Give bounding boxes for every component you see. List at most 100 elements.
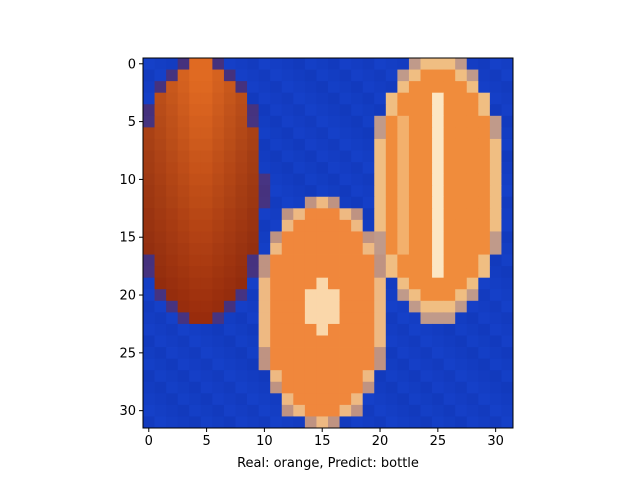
image-pixel <box>339 115 352 128</box>
image-pixel <box>408 335 421 348</box>
image-pixel <box>177 162 190 175</box>
image-pixel <box>397 381 410 394</box>
image-pixel <box>328 243 340 255</box>
x-tick-label: 15 <box>314 434 331 449</box>
image-pixel <box>189 289 202 302</box>
image-pixel <box>212 335 225 348</box>
image-pixel <box>432 381 445 394</box>
image-pixel <box>362 81 375 94</box>
image-pixel <box>362 347 375 360</box>
image-pixel <box>212 347 225 360</box>
image-pixel <box>408 173 421 186</box>
image-pixel <box>200 185 213 198</box>
image-pixel <box>432 138 445 151</box>
image-pixel <box>397 219 410 232</box>
image-pixel <box>432 289 445 302</box>
image-pixel <box>339 266 352 279</box>
image-pixel <box>154 381 167 394</box>
image-pixel <box>154 196 167 209</box>
image-pixel <box>189 196 202 209</box>
image-pixel <box>466 254 479 267</box>
image-pixel <box>247 254 260 267</box>
image-pixel <box>316 416 329 429</box>
image-pixel <box>351 150 364 163</box>
image-pixel <box>397 115 410 128</box>
image-pixel <box>443 58 456 70</box>
image-pixel <box>408 58 421 70</box>
image-pixel <box>489 104 502 117</box>
x-tick-label: 30 <box>487 434 504 449</box>
image-pixel <box>339 289 352 302</box>
image-pixel <box>166 289 179 302</box>
image-pixel <box>385 150 398 163</box>
image-pixel <box>212 312 225 325</box>
image-pixel <box>328 81 340 94</box>
image-pixel <box>258 185 271 198</box>
image-pixel <box>397 335 410 348</box>
image-pixel <box>443 381 456 394</box>
image-pixel <box>189 404 202 417</box>
image-pixel <box>166 358 179 371</box>
image-pixel <box>281 231 294 244</box>
image-pixel <box>432 69 445 82</box>
image-pixel <box>200 335 213 348</box>
image-pixel <box>443 393 456 406</box>
image-pixel <box>316 173 329 186</box>
image-pixel <box>235 115 248 128</box>
image-pixel <box>189 162 202 175</box>
image-pixel <box>212 300 225 313</box>
image-pixel <box>200 277 213 290</box>
image-pixel <box>235 92 248 105</box>
image-pixel <box>281 208 294 221</box>
image-pixel <box>258 312 271 325</box>
image-pixel <box>385 208 398 221</box>
image-pixel <box>339 69 352 82</box>
image-pixel <box>489 127 502 140</box>
image-pixel <box>489 404 502 417</box>
image-pixel <box>443 266 456 279</box>
image-pixel <box>177 115 190 128</box>
image-pixel <box>293 150 306 163</box>
image-pixel <box>501 150 514 163</box>
image-pixel <box>478 381 491 394</box>
image-pixel <box>143 196 155 209</box>
image-pixel <box>432 150 445 163</box>
image-pixel <box>443 416 456 429</box>
image-pixel <box>443 243 456 255</box>
image-pixel <box>212 92 225 105</box>
image-pixel <box>351 358 364 371</box>
image-pixel <box>466 323 479 336</box>
image-pixel <box>166 92 179 105</box>
image-pixel <box>316 138 329 151</box>
image-pixel <box>408 323 421 336</box>
image-pixel <box>200 162 213 175</box>
image-pixel <box>408 185 421 198</box>
image-pixel <box>177 266 190 279</box>
image-pixel <box>489 254 502 267</box>
image-pixel <box>339 196 352 209</box>
image-pixel <box>212 115 225 128</box>
image-pixel <box>189 300 202 313</box>
image-pixel <box>212 162 225 175</box>
image-pixel <box>432 416 445 429</box>
image-pixel <box>154 127 167 140</box>
image-pixel <box>293 162 306 175</box>
image-pixel <box>166 393 179 406</box>
image-pixel <box>154 231 167 244</box>
image-pixel <box>339 335 352 348</box>
image-pixel <box>316 208 329 221</box>
image-pixel <box>247 312 260 325</box>
image-pixel <box>154 266 167 279</box>
image-pixel <box>455 104 468 117</box>
image-pixel <box>478 150 491 163</box>
image-pixel <box>177 381 190 394</box>
image-pixel <box>258 323 271 336</box>
image-pixel <box>189 219 202 232</box>
image-pixel <box>397 266 410 279</box>
image-pixel <box>223 243 236 255</box>
image-pixel <box>328 104 340 117</box>
image-pixel <box>189 127 202 140</box>
image-pixel <box>200 208 213 221</box>
image-pixel <box>385 404 398 417</box>
